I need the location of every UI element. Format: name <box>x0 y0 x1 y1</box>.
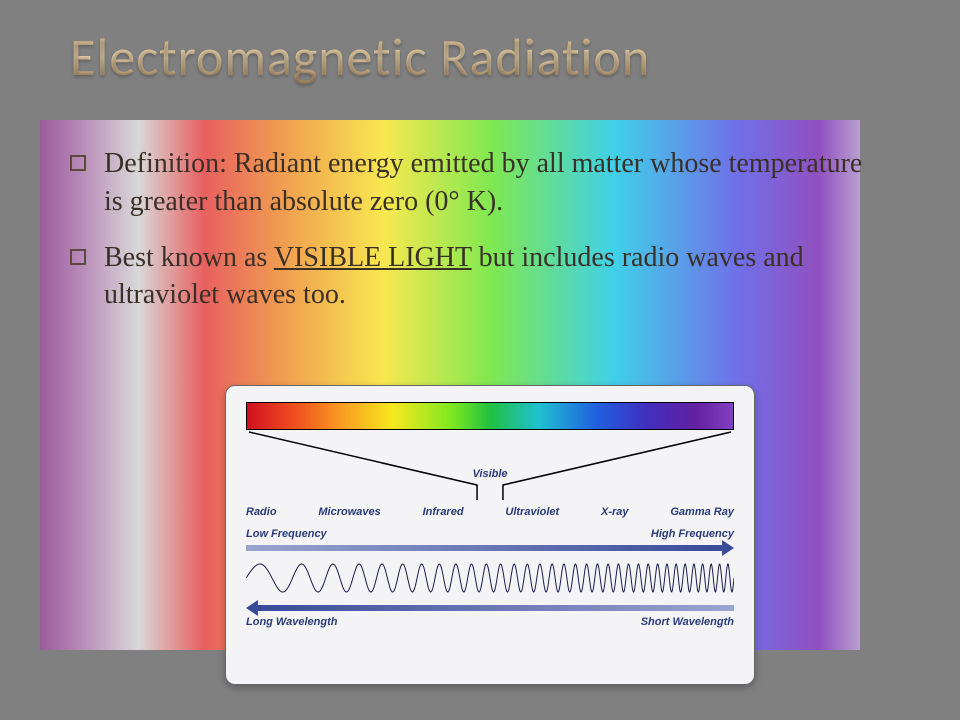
band-label: Radio <box>246 506 277 518</box>
square-bullet-icon <box>70 249 86 265</box>
low-frequency-label: Low Frequency <box>246 528 327 540</box>
long-wavelength-label: Long Wavelength <box>246 616 337 628</box>
high-frequency-label: High Frequency <box>651 528 734 540</box>
band-label: Microwaves <box>318 506 380 518</box>
slide-title: Electromagnetic Radiation <box>70 25 650 89</box>
bullet-list: Definition: Radiant energy emitted by al… <box>70 145 870 332</box>
visible-label: Visible <box>472 468 507 480</box>
band-labels-row: Radio Microwaves Infrared Ultraviolet X-… <box>246 506 734 518</box>
bullet-text: Definition: Radiant energy emitted by al… <box>104 145 870 221</box>
band-label: Infrared <box>423 506 464 518</box>
em-spectrum-diagram: Visible Radio Microwaves Infrared Ultrav… <box>225 385 755 685</box>
square-bullet-icon <box>70 155 86 171</box>
visible-spectrum-bar <box>246 402 734 430</box>
short-wavelength-label: Short Wavelength <box>641 616 734 628</box>
bullet-text-segment: Definition: Radiant energy emitted by al… <box>104 148 862 217</box>
frequency-wave-block: Low Frequency High Frequency <box>246 528 734 628</box>
wave-chirp <box>246 558 734 598</box>
band-label: Ultraviolet <box>505 506 559 518</box>
bullet-text-segment: Best known as <box>104 242 274 273</box>
funnel-lines: Visible <box>246 430 734 500</box>
bullet-text: Best known as VISIBLE LIGHT but includes… <box>104 239 870 315</box>
frequency-arrow <box>246 540 734 556</box>
band-label: Gamma Ray <box>670 506 734 518</box>
bullet-text-underlined: VISIBLE LIGHT <box>274 242 472 273</box>
bullet-item: Best known as VISIBLE LIGHT but includes… <box>70 239 870 315</box>
bullet-item: Definition: Radiant energy emitted by al… <box>70 145 870 221</box>
band-label: X-ray <box>601 506 629 518</box>
wavelength-arrow <box>246 600 734 616</box>
